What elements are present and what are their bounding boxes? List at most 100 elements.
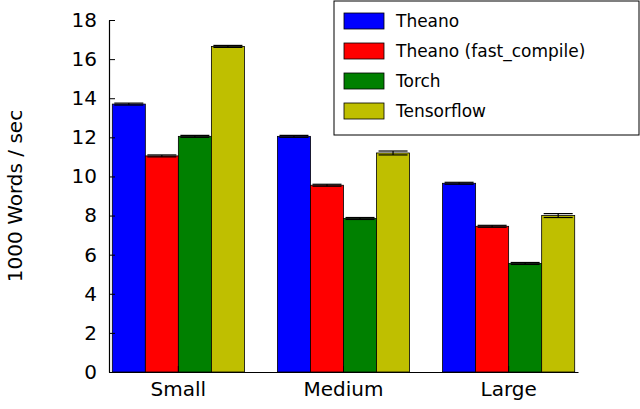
legend-label: Torch bbox=[395, 71, 441, 91]
y-tick: 10 bbox=[72, 164, 115, 188]
y-tick-mark bbox=[109, 59, 115, 60]
y-tick-mark bbox=[109, 98, 115, 99]
y-tick-label: 12 bbox=[72, 125, 97, 149]
error-bar bbox=[312, 184, 341, 186]
bar bbox=[277, 136, 310, 372]
error-bar bbox=[511, 262, 540, 264]
x-tick: Large bbox=[481, 366, 537, 401]
y-tick: 8 bbox=[84, 203, 115, 227]
error-bar bbox=[279, 135, 308, 137]
y-tick-label: 18 bbox=[72, 8, 97, 32]
y-tick-mark bbox=[109, 216, 115, 217]
x-tick: Medium bbox=[304, 366, 384, 401]
x-tick-mark bbox=[343, 366, 344, 372]
error-cap bbox=[478, 225, 507, 226]
error-cap bbox=[279, 135, 308, 136]
legend-swatch bbox=[344, 43, 384, 59]
y-tick-mark bbox=[109, 20, 115, 21]
y-tick-mark bbox=[109, 176, 115, 177]
y-axis-title: 1000 Words / sec bbox=[3, 110, 27, 282]
legend-label: Theano (fast_compile) bbox=[395, 41, 585, 62]
error-cap bbox=[544, 213, 573, 214]
bar bbox=[542, 216, 575, 372]
error-cap bbox=[379, 150, 408, 151]
bar bbox=[377, 153, 410, 372]
error-bar bbox=[114, 103, 143, 105]
y-tick-label: 4 bbox=[84, 282, 97, 306]
x-tick-label: Large bbox=[481, 377, 537, 401]
error-cap bbox=[114, 103, 143, 104]
bar bbox=[443, 183, 476, 372]
error-cap bbox=[213, 45, 242, 46]
bar bbox=[344, 218, 377, 372]
y-tick: 6 bbox=[84, 243, 115, 267]
legend-swatch bbox=[344, 103, 384, 119]
error-cap bbox=[445, 182, 474, 183]
bar bbox=[476, 226, 509, 372]
y-tick-label: 8 bbox=[84, 203, 97, 227]
y-tick-mark bbox=[109, 333, 115, 334]
error-cap bbox=[180, 137, 209, 138]
error-bar bbox=[346, 218, 375, 220]
bar bbox=[112, 104, 145, 372]
x-tick-mark bbox=[178, 366, 179, 372]
legend: Theano Theano (fast_compile) Torch Tensorfl… bbox=[334, 1, 639, 135]
x-tick-label: Small bbox=[151, 377, 207, 401]
error-cap bbox=[379, 154, 408, 155]
error-cap bbox=[478, 227, 507, 228]
bar bbox=[509, 263, 542, 372]
y-tick-label: 14 bbox=[72, 86, 97, 110]
error-cap bbox=[544, 217, 573, 218]
legend-label: Theano bbox=[395, 11, 459, 31]
x-axis: Small Medium Large bbox=[110, 366, 579, 401]
legend-swatch bbox=[344, 73, 384, 89]
error-bar bbox=[478, 225, 507, 227]
error-cap bbox=[114, 104, 143, 105]
x-tick-mark bbox=[508, 366, 509, 372]
y-tick-label: 2 bbox=[84, 321, 97, 345]
y-tick: 16 bbox=[72, 47, 115, 71]
series bbox=[112, 103, 475, 372]
y-tick: 18 bbox=[72, 8, 115, 32]
y-tick: 2 bbox=[84, 321, 115, 345]
y-tick: 12 bbox=[72, 125, 115, 149]
y-tick-label: 10 bbox=[72, 164, 97, 188]
y-tick-mark bbox=[109, 255, 115, 256]
error-cap bbox=[511, 262, 540, 263]
error-cap bbox=[445, 184, 474, 185]
bar bbox=[178, 136, 211, 372]
error-bar bbox=[147, 155, 176, 157]
error-cap bbox=[180, 135, 209, 136]
y-axis: 0 2 4 6 8 10 12 14 16 18 bbox=[72, 8, 115, 384]
error-cap bbox=[213, 47, 242, 48]
error-bar bbox=[544, 214, 573, 218]
error-bar bbox=[180, 135, 209, 137]
x-tick-label: Medium bbox=[304, 377, 384, 401]
y-tick: 4 bbox=[84, 282, 115, 306]
error-cap bbox=[312, 186, 341, 187]
error-cap bbox=[346, 217, 375, 218]
error-cap bbox=[147, 156, 176, 157]
y-tick-label: 0 bbox=[84, 360, 97, 384]
legend-swatch bbox=[344, 13, 384, 29]
y-tick: 0 bbox=[84, 360, 115, 384]
y-tick-mark bbox=[109, 294, 115, 295]
bar bbox=[310, 185, 343, 372]
x-axis-line bbox=[110, 372, 579, 373]
error-cap bbox=[312, 184, 341, 185]
error-bar bbox=[445, 182, 474, 184]
y-tick: 14 bbox=[72, 86, 115, 110]
legend-box bbox=[334, 1, 639, 135]
bar bbox=[145, 156, 178, 372]
y-tick-mark bbox=[109, 137, 115, 138]
legend-label: Tensorflow bbox=[395, 101, 486, 121]
y-tick-label: 6 bbox=[84, 243, 97, 267]
error-cap bbox=[147, 154, 176, 155]
y-axis-line bbox=[109, 21, 110, 373]
error-cap bbox=[346, 219, 375, 220]
bar bbox=[211, 46, 244, 372]
error-cap bbox=[511, 264, 540, 265]
error-cap bbox=[279, 137, 308, 138]
y-tick-label: 16 bbox=[72, 47, 97, 71]
error-bar bbox=[213, 45, 242, 47]
